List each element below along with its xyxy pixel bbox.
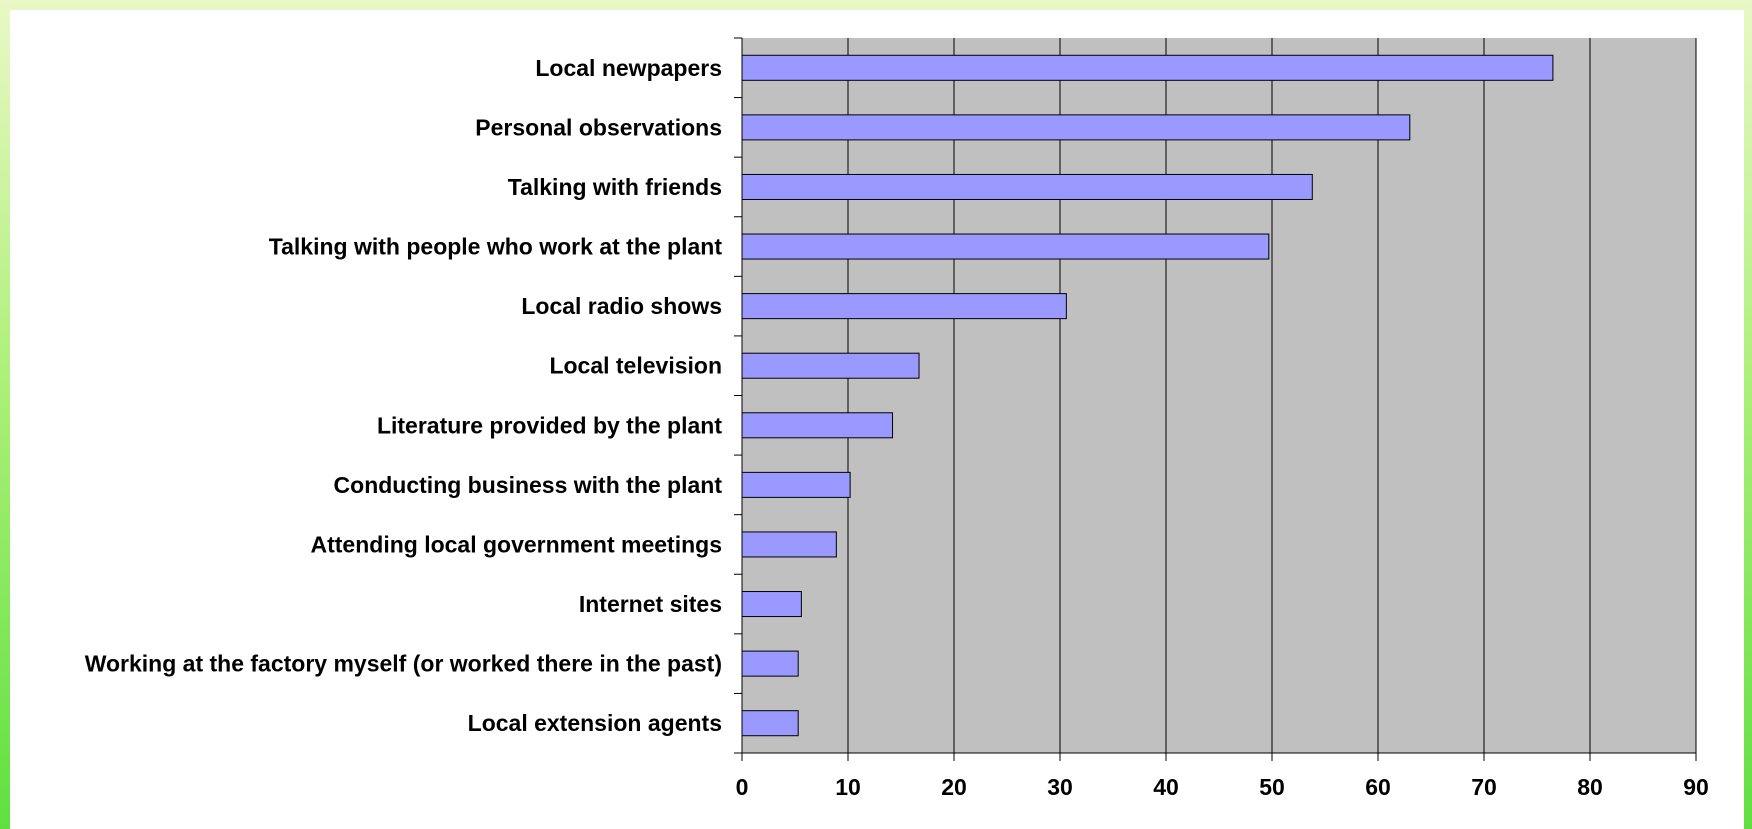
x-tick-label: 20 [941,774,967,800]
bar [741,591,802,618]
category-label: Local television [549,353,722,379]
x-tick-label: 10 [835,774,861,800]
category-label: Internet sites [579,591,722,617]
category-label: Talking with people who work at the plan… [269,234,723,260]
bar [741,293,1067,320]
x-tick-label: 60 [1365,774,1391,800]
x-tick-labels: 0 10 20 30 40 50 60 70 80 90 [736,774,1709,800]
bar [741,412,894,439]
bar [741,352,920,379]
axes [734,37,1697,761]
bar [741,114,1411,141]
bar [741,233,1270,260]
chart-frame: Local newpapers Personal observations Talk… [10,10,1744,829]
bars [741,54,1554,737]
x-tick-label: 30 [1047,774,1073,800]
x-tick-label: 70 [1471,774,1497,800]
plot-area [742,38,1696,753]
bar-chart: Local newpapers Personal observations Talk… [85,37,1709,800]
bar [741,710,799,737]
bar [741,650,799,677]
category-label: Working at the factory myself (or worked… [85,651,722,677]
bar [741,471,851,498]
x-tick-label: 80 [1577,774,1603,800]
bar [741,173,1313,200]
category-label: Attending local government meetings [311,531,723,557]
category-label: Personal observations [475,114,722,140]
category-label: Local newpapers [535,55,722,81]
category-label: Talking with friends [508,174,722,200]
category-label: Conducting business with the plant [334,472,723,498]
category-label: Literature provided by the plant [377,412,722,438]
category-label: Local radio shows [521,293,722,319]
category-label: Local extension agents [468,710,722,736]
x-tick-label: 0 [736,774,749,800]
bar [741,531,837,558]
gridlines [847,38,1697,753]
x-tick-label: 90 [1683,774,1709,800]
bar [741,54,1554,81]
x-tick-label: 50 [1259,774,1285,800]
category-labels: Local newpapers Personal observations Talk… [85,55,723,736]
x-tick-label: 40 [1153,774,1179,800]
